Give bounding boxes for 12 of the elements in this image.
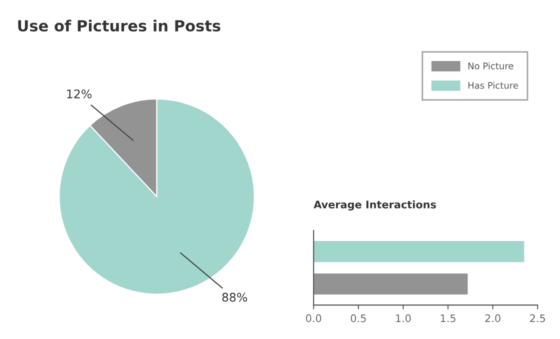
x-tick-label: 2.5	[530, 314, 545, 322]
x-tick-label: 1.5	[440, 314, 456, 322]
data-label: 12%	[67, 89, 92, 98]
x-tick-label: 0.0	[306, 314, 322, 322]
x-tick-label: 0.5	[350, 314, 366, 322]
x-tick-label: 1.0	[396, 314, 411, 322]
chart-title: Use of Pictures in Posts	[18, 20, 220, 32]
chart-title: Average Interactions	[314, 200, 436, 211]
data-label: 88%	[222, 292, 248, 302]
legend-label: No Picture	[468, 62, 514, 70]
legend-label: Has Picture	[468, 82, 518, 89]
x-tick-label: 2.0	[485, 314, 500, 322]
